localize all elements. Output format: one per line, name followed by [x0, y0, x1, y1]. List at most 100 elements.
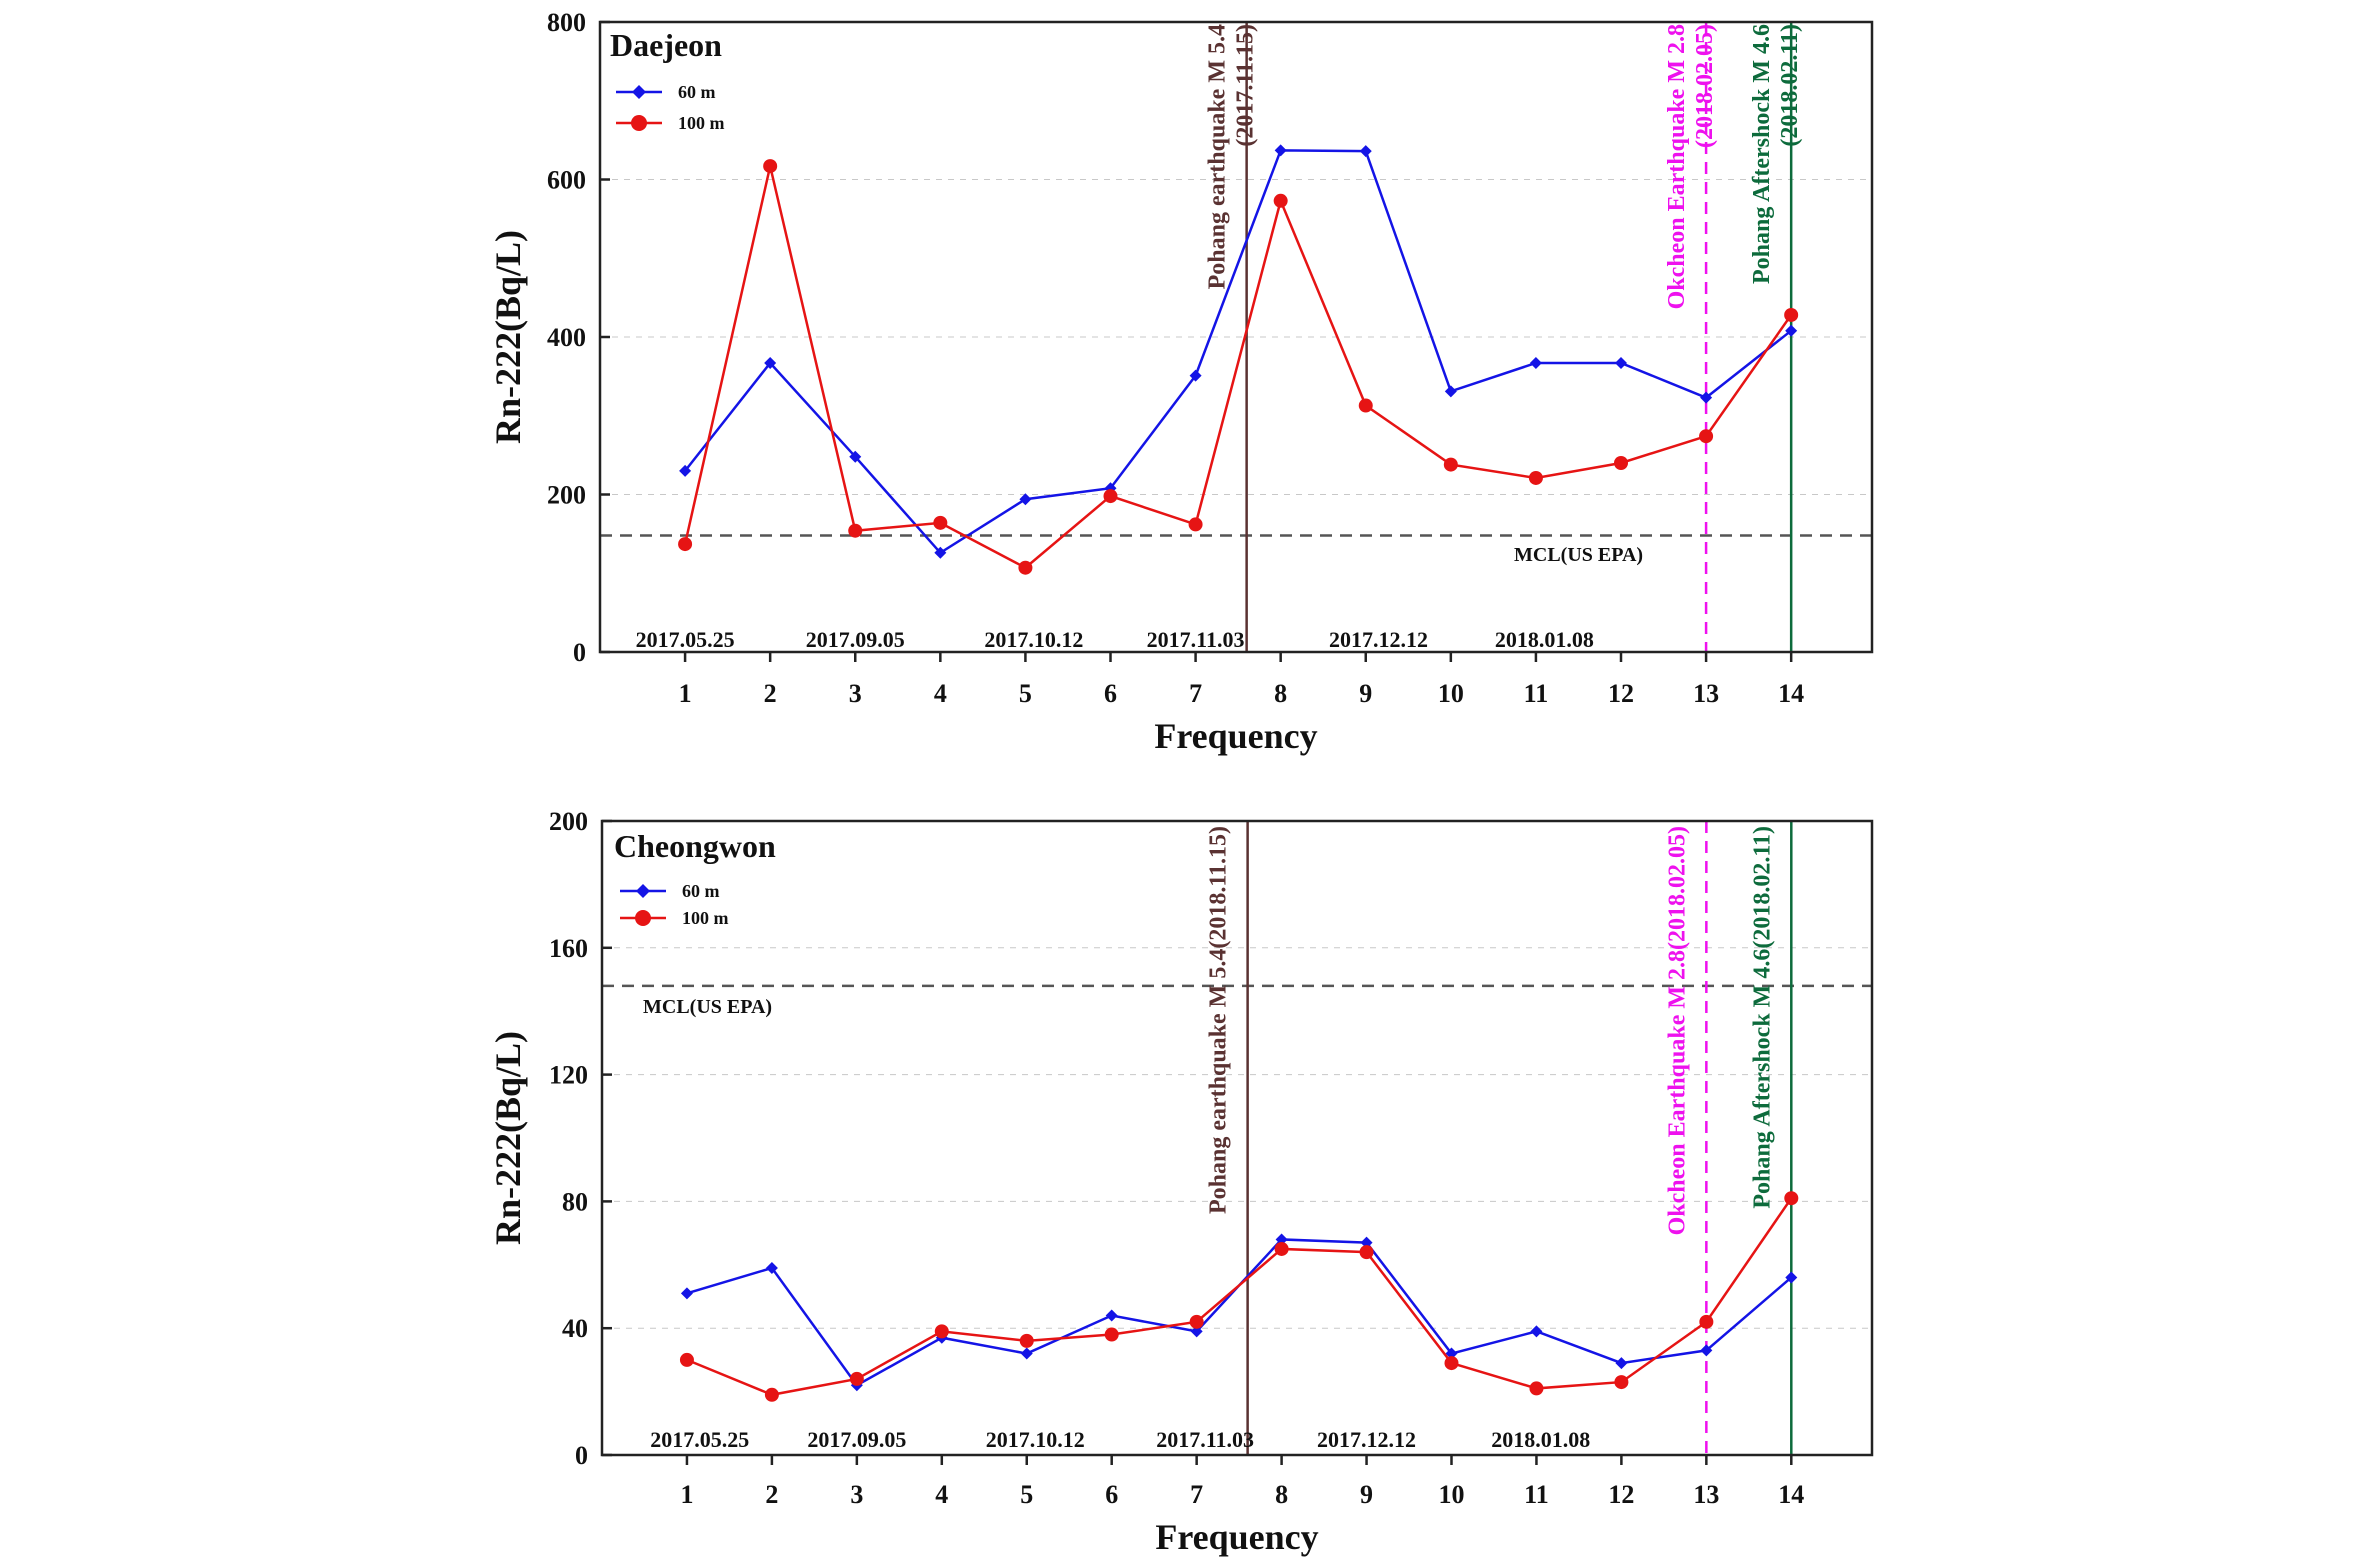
legend-marker-0 — [632, 85, 646, 99]
event-label-2: Pohang Aftershock M 4.6(2018.02.11) — [1749, 24, 1803, 284]
date-label-4: 2017.12.12 — [1329, 627, 1428, 652]
point-0-6 — [1190, 1325, 1203, 1338]
point-1-0 — [679, 1352, 694, 1367]
event-label-1: Okcheon Earthquake M 2.8(2018.02.05) — [1664, 24, 1718, 309]
point-0-7 — [1274, 144, 1287, 157]
x-tick-label-7: 8 — [1275, 1480, 1288, 1509]
x-tick-label-2: 3 — [849, 679, 862, 708]
point-1-9 — [1444, 1356, 1459, 1371]
point-1-10 — [1528, 470, 1543, 485]
plot-frame — [600, 819, 1874, 1457]
point-0-11 — [1615, 356, 1628, 369]
event-date-1: (2018.02.05) — [1692, 24, 1718, 148]
point-1-5 — [1104, 1327, 1119, 1342]
x-tick-label-12: 13 — [1693, 1480, 1719, 1509]
x-tick-label-4: 5 — [1019, 679, 1032, 708]
point-1-3 — [933, 515, 948, 530]
point-1-12 — [1699, 429, 1714, 444]
y-tick-label-1: 40 — [562, 1314, 588, 1343]
legend-label-1: 100 m — [678, 113, 725, 133]
point-1-10 — [1529, 1381, 1544, 1396]
event-name-2: Pohang Aftershock M 4.6 — [1749, 24, 1775, 284]
mcl-label: MCL(US EPA) — [643, 996, 772, 1018]
point-1-0 — [678, 537, 693, 552]
event-name-1: Okcheon Earthquake M 2.8 — [1664, 24, 1690, 309]
point-1-9 — [1443, 457, 1458, 472]
y-tick-label-4: 160 — [549, 934, 588, 963]
point-0-5 — [1105, 1309, 1118, 1322]
point-1-7 — [1273, 193, 1288, 208]
point-1-8 — [1359, 1245, 1374, 1260]
x-tick-label-0: 1 — [680, 1480, 693, 1509]
point-0-10 — [1530, 1325, 1543, 1338]
event-name-2: Pohang Aftershock M 4.6(2018.02.11) — [1749, 826, 1775, 1209]
date-label-0: 2017.05.25 — [636, 627, 735, 652]
date-label-0: 2017.05.25 — [650, 1427, 749, 1452]
point-1-3 — [934, 1324, 949, 1339]
y-tick-label-5: 200 — [549, 807, 588, 836]
event-date-0: (2017.11.15) — [1233, 24, 1259, 147]
series-line-1 — [686, 1197, 1793, 1397]
point-1-1 — [763, 159, 778, 174]
x-axis-title: Frequency — [1155, 1517, 1318, 1557]
date-label-4: 2017.12.12 — [1317, 1427, 1416, 1452]
panel-title: Daejeon — [610, 27, 722, 63]
event-label-1: Okcheon Earthquake M 2.8(2018.02.05) — [1664, 826, 1690, 1235]
x-axis-title: Frequency — [1154, 716, 1317, 756]
event-name-1: Okcheon Earthquake M 2.8(2018.02.05) — [1664, 826, 1690, 1235]
x-tick-label-12: 13 — [1693, 679, 1719, 708]
point-0-0 — [679, 464, 692, 477]
legend-label-1: 100 m — [682, 908, 729, 928]
point-1-4 — [1018, 560, 1033, 575]
point-1-4 — [1019, 1333, 1034, 1348]
y-tick-label-0: 0 — [575, 1441, 588, 1470]
point-0-11 — [1615, 1357, 1628, 1370]
x-tick-label-5: 6 — [1104, 679, 1117, 708]
x-tick-label-1: 2 — [764, 679, 777, 708]
point-1-1 — [764, 1387, 779, 1402]
point-0-9 — [1444, 385, 1457, 398]
point-1-5 — [1103, 489, 1118, 504]
mcl-label: MCL(US EPA) — [1514, 544, 1643, 566]
y-tick-label-4: 800 — [547, 8, 586, 37]
legend-label-0: 60 m — [678, 82, 716, 102]
legend-marker-1 — [635, 910, 651, 926]
y-tick-label-1: 200 — [547, 481, 586, 510]
date-label-1: 2017.09.05 — [806, 627, 905, 652]
x-tick-label-13: 14 — [1778, 679, 1804, 708]
x-tick-label-0: 1 — [679, 679, 692, 708]
y-tick-label-2: 400 — [547, 323, 586, 352]
x-tick-label-13: 14 — [1778, 1480, 1804, 1509]
point-0-4 — [1019, 493, 1032, 506]
point-1-6 — [1189, 1314, 1204, 1329]
series-line-1 — [683, 165, 1793, 570]
chart-daejeon: MCL(US EPA) Pohang earthquake M 5.4(2017.… — [488, 8, 1874, 756]
series-line-0 — [684, 149, 1792, 555]
point-0-12 — [1700, 1344, 1713, 1357]
x-tick-label-6: 7 — [1190, 1480, 1203, 1509]
x-tick-label-8: 9 — [1360, 1480, 1373, 1509]
event-label-0: Pohang earthquake M 5.4(2018.11.15) — [1206, 826, 1232, 1214]
x-tick-label-11: 12 — [1608, 1480, 1634, 1509]
point-0-6 — [1189, 369, 1202, 382]
point-0-13 — [1785, 1271, 1798, 1284]
event-label-0: Pohang earthquake M 5.4(2017.11.15) — [1205, 24, 1259, 289]
point-0-1 — [765, 1261, 778, 1274]
x-tick-label-3: 4 — [935, 1480, 948, 1509]
x-tick-label-6: 7 — [1189, 679, 1202, 708]
date-label-3: 2017.11.03 — [1156, 1427, 1254, 1452]
point-0-12 — [1700, 391, 1713, 404]
point-0-13 — [1785, 324, 1798, 337]
point-0-2 — [849, 450, 862, 463]
point-1-11 — [1614, 1375, 1629, 1390]
event-name-0: Pohang earthquake M 5.4 — [1205, 24, 1231, 289]
x-tick-label-9: 10 — [1438, 679, 1464, 708]
date-label-2: 2017.10.12 — [984, 627, 1083, 652]
point-0-10 — [1529, 356, 1542, 369]
point-0-4 — [1020, 1347, 1033, 1360]
x-tick-label-9: 10 — [1438, 1480, 1464, 1509]
point-0-3 — [934, 546, 947, 559]
y-tick-label-0: 0 — [573, 638, 586, 667]
x-tick-label-5: 6 — [1105, 1480, 1118, 1509]
